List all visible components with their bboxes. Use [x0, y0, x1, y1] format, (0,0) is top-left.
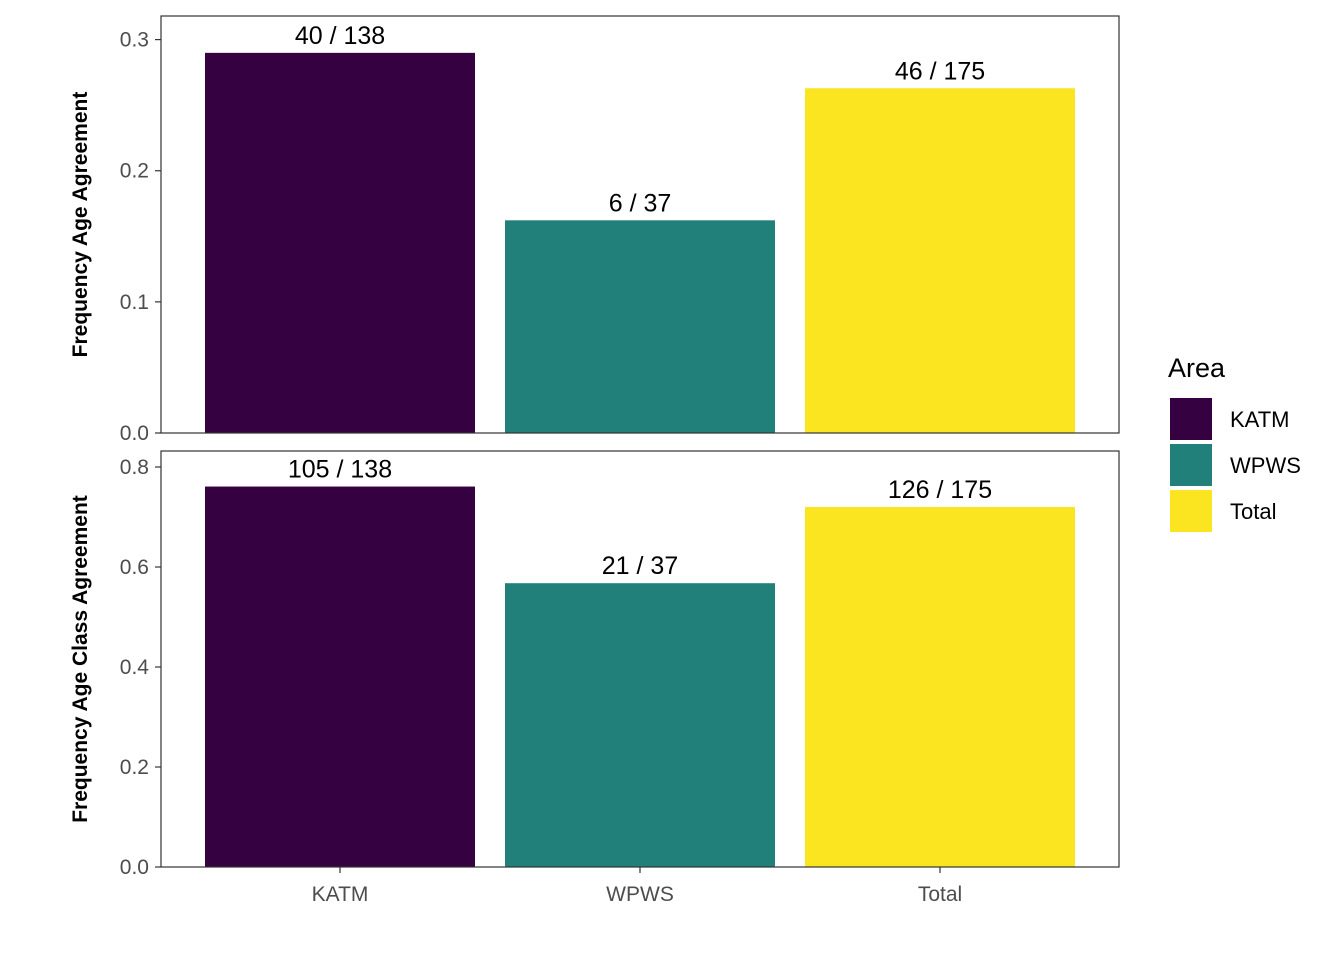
chart-panel-2: 105 / 138 21 / 37 126 / 175 0.0 0.2 0.4 0.6 0.8… [69, 450, 1120, 906]
bar-wpws [505, 220, 775, 433]
legend-item-total: Total [1170, 490, 1276, 532]
y-tick-label: 0.8 [120, 456, 149, 479]
y-tick-label: 0.1 [120, 291, 149, 314]
y-axis-title: Frequency Age Class Agreement [69, 495, 92, 823]
bar-katm [205, 486, 475, 867]
bar-data-label: 126 / 175 [888, 476, 992, 504]
chart-panels: 40 / 138 6 / 37 46 / 175 0.0 0.1 0.2 0.3 Freque… [69, 15, 1120, 906]
x-tick-label: WPWS [606, 883, 674, 906]
legend-items: KATM WPWS Total [1170, 398, 1301, 532]
legend-item-wpws: WPWS [1170, 444, 1301, 486]
y-tick-label: 0.2 [120, 756, 149, 779]
y-tick-label: 0.0 [120, 422, 149, 445]
y-tick-label: 0.2 [120, 160, 149, 183]
panel-border [160, 15, 1120, 434]
chart-panel-1: 40 / 138 6 / 37 46 / 175 0.0 0.1 0.2 0.3 Freque… [69, 15, 1120, 445]
legend-label: Total [1230, 499, 1276, 524]
y-tick-label: 0.6 [120, 556, 149, 579]
legend-key [1170, 490, 1212, 532]
bar-total [805, 507, 1075, 867]
y-tick-label: 0.0 [120, 856, 149, 879]
legend-key [1170, 398, 1212, 440]
y-tick-label: 0.3 [120, 29, 149, 52]
legend-item-katm: KATM [1170, 398, 1289, 440]
legend-label: WPWS [1230, 453, 1301, 478]
legend-title: Area [1168, 353, 1226, 383]
legend: Area KATM WPWS Total [1168, 353, 1301, 532]
bar-data-label: 40 / 138 [295, 22, 385, 50]
bar-total [805, 88, 1075, 433]
bar-data-label: 105 / 138 [288, 456, 392, 484]
legend-key [1170, 444, 1212, 486]
bar-katm [205, 52, 475, 433]
bar-data-label: 6 / 37 [609, 189, 672, 217]
legend-label: KATM [1230, 407, 1289, 432]
y-axis-title: Frequency Age Agreement [69, 92, 92, 358]
bar-wpws [505, 583, 775, 867]
bar-data-label: 21 / 37 [602, 552, 678, 580]
bar-data-label: 46 / 175 [895, 57, 985, 85]
y-tick-label: 0.4 [120, 656, 150, 679]
x-tick-label: Total [918, 883, 962, 906]
x-tick-label: KATM [312, 883, 369, 906]
